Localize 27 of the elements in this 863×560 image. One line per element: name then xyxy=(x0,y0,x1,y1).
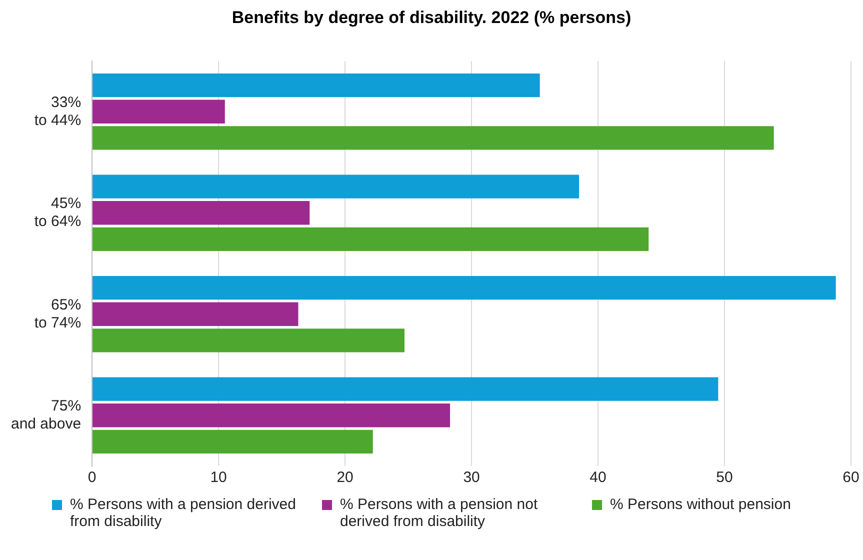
x-tick-label: 20 xyxy=(336,469,354,486)
chart-title: Benefits by degree of disability. 2022 (% persons) xyxy=(230,8,632,28)
x-tick-label: 10 xyxy=(210,469,227,486)
legend-label: % Persons without pension xyxy=(610,496,791,513)
bar xyxy=(92,328,404,352)
bar xyxy=(92,201,310,225)
x-tick-label: 60 xyxy=(842,469,860,486)
bar xyxy=(92,430,373,454)
x-tick-label: 40 xyxy=(590,469,606,486)
legend-label: % Persons with a pension not derived from disability xyxy=(340,496,539,530)
bar xyxy=(92,174,580,198)
y-tick-label: 33% to 44% xyxy=(34,94,82,129)
y-tick-label: 65% to 74% xyxy=(34,296,82,332)
bar xyxy=(92,100,225,124)
y-tick-label: 75% and above xyxy=(10,398,82,433)
bar xyxy=(92,302,298,326)
x-tick-label: 30 xyxy=(463,469,480,486)
bar xyxy=(92,73,540,98)
bar xyxy=(92,276,836,300)
legend-label: % Persons with a pension derived from disability xyxy=(70,496,297,530)
y-tick-label: 45% to 64% xyxy=(34,195,82,230)
bar xyxy=(92,126,774,150)
bar xyxy=(92,404,450,428)
bar xyxy=(92,227,649,252)
bar xyxy=(92,377,718,401)
x-tick-label: 50 xyxy=(716,469,733,486)
x-tick-label: 0 xyxy=(88,469,96,486)
